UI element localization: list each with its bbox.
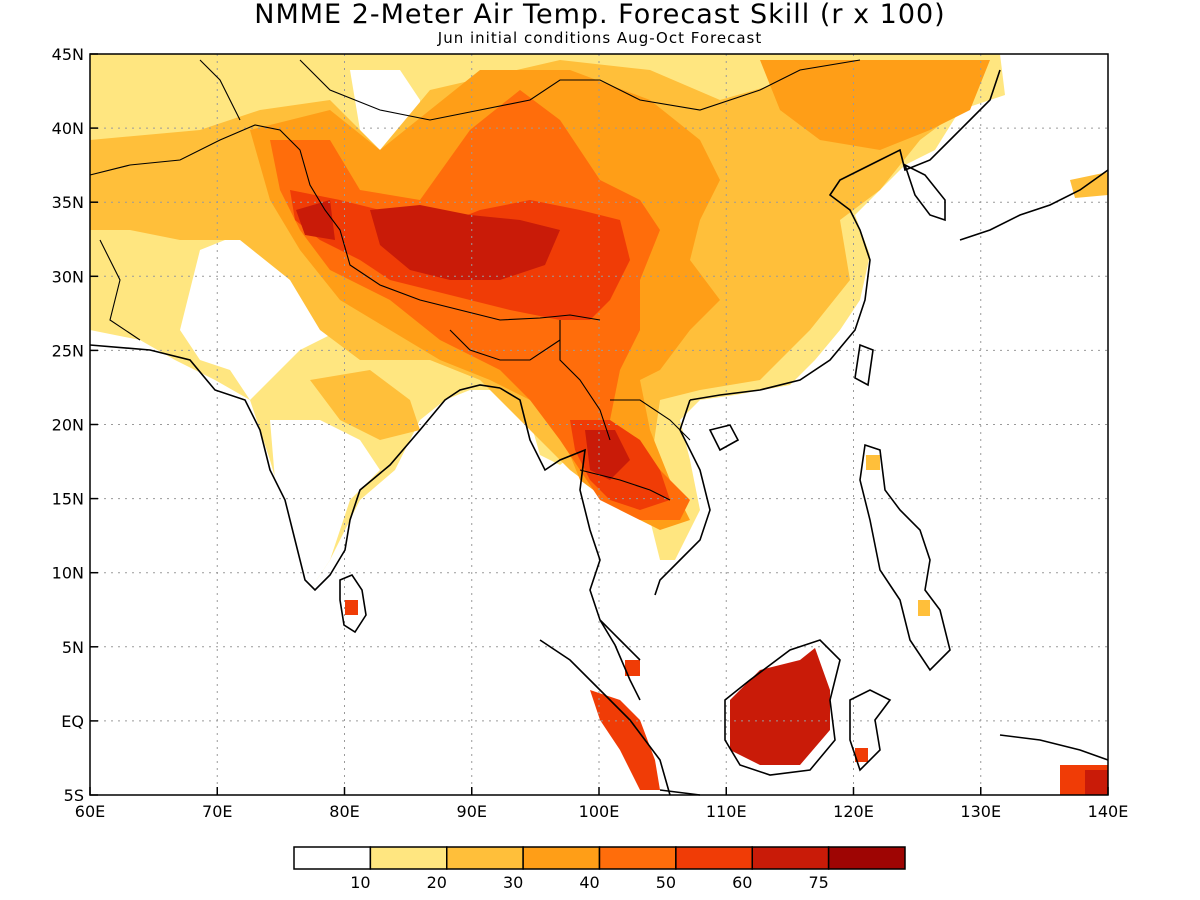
- y-tick-label: 10N: [52, 564, 84, 583]
- skill-region-new-guinea-core: [1085, 770, 1108, 795]
- color-bar-label: 40: [579, 873, 599, 892]
- skill-region-sumatra: [590, 690, 660, 790]
- skill-region-borneo: [730, 648, 830, 765]
- coastline-hainan: [708, 424, 740, 452]
- coastline-malay: [599, 619, 641, 701]
- x-tick-label: 110E: [706, 802, 747, 821]
- skill-region-sulawesi: [855, 748, 868, 762]
- coastline-java: [659, 789, 701, 796]
- y-tick-label: 15N: [52, 490, 84, 509]
- x-tick-label: 120E: [833, 802, 874, 821]
- color-bar-swatch: [827, 846, 906, 870]
- color-bar-swatch: [369, 846, 448, 870]
- skill-region-high-east: [760, 60, 990, 150]
- coastline-sumatra: [539, 639, 671, 796]
- color-bar-swatch: [293, 846, 372, 870]
- y-tick-label: 5N: [62, 638, 84, 657]
- coastline-china: [689, 69, 1001, 401]
- color-bar-label: 10: [350, 873, 370, 892]
- color-bar-swatch: [751, 846, 830, 870]
- coastline-srilanka: [339, 574, 367, 634]
- coastline-borneo: [724, 639, 841, 776]
- skill-region-peak-indochina: [585, 430, 630, 480]
- x-tick-label: 130E: [960, 802, 1001, 821]
- y-tick-label: 25N: [52, 341, 84, 360]
- coastline-japan: [959, 169, 1109, 241]
- coastline-philippines: [859, 443, 951, 672]
- y-tick-label: 45N: [52, 45, 84, 64]
- x-axis-ticks: 60E 70E 80E 90E 100E 110E 120E 130E 140E: [75, 787, 1129, 821]
- skill-region-malay: [625, 660, 640, 676]
- country-borders: [89, 59, 861, 501]
- skill-region-mindanao: [918, 600, 930, 616]
- y-tick-label: 35N: [52, 193, 84, 212]
- x-tick-label: 140E: [1088, 802, 1129, 821]
- coastlines: [89, 69, 1109, 796]
- x-tick-label: 80E: [329, 802, 359, 821]
- skill-shading: [90, 54, 1108, 795]
- map-subtitle: Jun initial conditions Aug-Oct Forecast: [437, 29, 763, 47]
- coastline-sulawesi: [849, 689, 892, 772]
- skill-region-japan: [1070, 172, 1108, 198]
- y-tick-label: EQ: [61, 712, 84, 731]
- skill-region-mid-india: [310, 370, 420, 440]
- color-bar-swatch: [446, 846, 524, 870]
- skill-region-srilanka: [345, 600, 358, 615]
- coastline-taiwan: [854, 343, 874, 387]
- lat-lon-grid: [90, 54, 1108, 795]
- color-bar-label: 60: [732, 873, 752, 892]
- y-tick-label: 30N: [52, 267, 84, 286]
- skill-region-peak-tibet: [370, 205, 560, 280]
- color-bar-label: 30: [503, 873, 523, 892]
- color-bar-label: 50: [656, 873, 676, 892]
- map-title: NMME 2-Meter Air Temp. Forecast Skill (r…: [254, 0, 946, 30]
- x-tick-label: 60E: [75, 802, 105, 821]
- color-bar-label: 20: [427, 873, 447, 892]
- x-tick-label: 70E: [202, 802, 232, 821]
- x-tick-label: 90E: [457, 802, 487, 821]
- y-tick-label: 20N: [52, 416, 84, 435]
- coastline-new-guinea: [999, 734, 1109, 761]
- skill-region-higher: [270, 90, 690, 520]
- color-bar-swatch: [522, 846, 601, 870]
- y-axis-ticks: 5S EQ 5N 10N 15N 20N 25N 30N 35N 40N 45N: [52, 45, 98, 805]
- color-bar: 10 20 30 40 50 60 75: [293, 846, 906, 892]
- coastline-mekong: [654, 399, 711, 596]
- x-tick-label: 100E: [579, 802, 620, 821]
- color-bar-swatch: [675, 846, 753, 870]
- color-bar-label: 75: [808, 873, 828, 892]
- coastline-india: [89, 344, 501, 592]
- color-bar-swatch: [598, 846, 677, 870]
- y-tick-label: 40N: [52, 119, 84, 138]
- coastline-korea: [903, 163, 946, 222]
- skill-region-luzon: [866, 455, 880, 470]
- y-tick-label: 5S: [64, 786, 84, 805]
